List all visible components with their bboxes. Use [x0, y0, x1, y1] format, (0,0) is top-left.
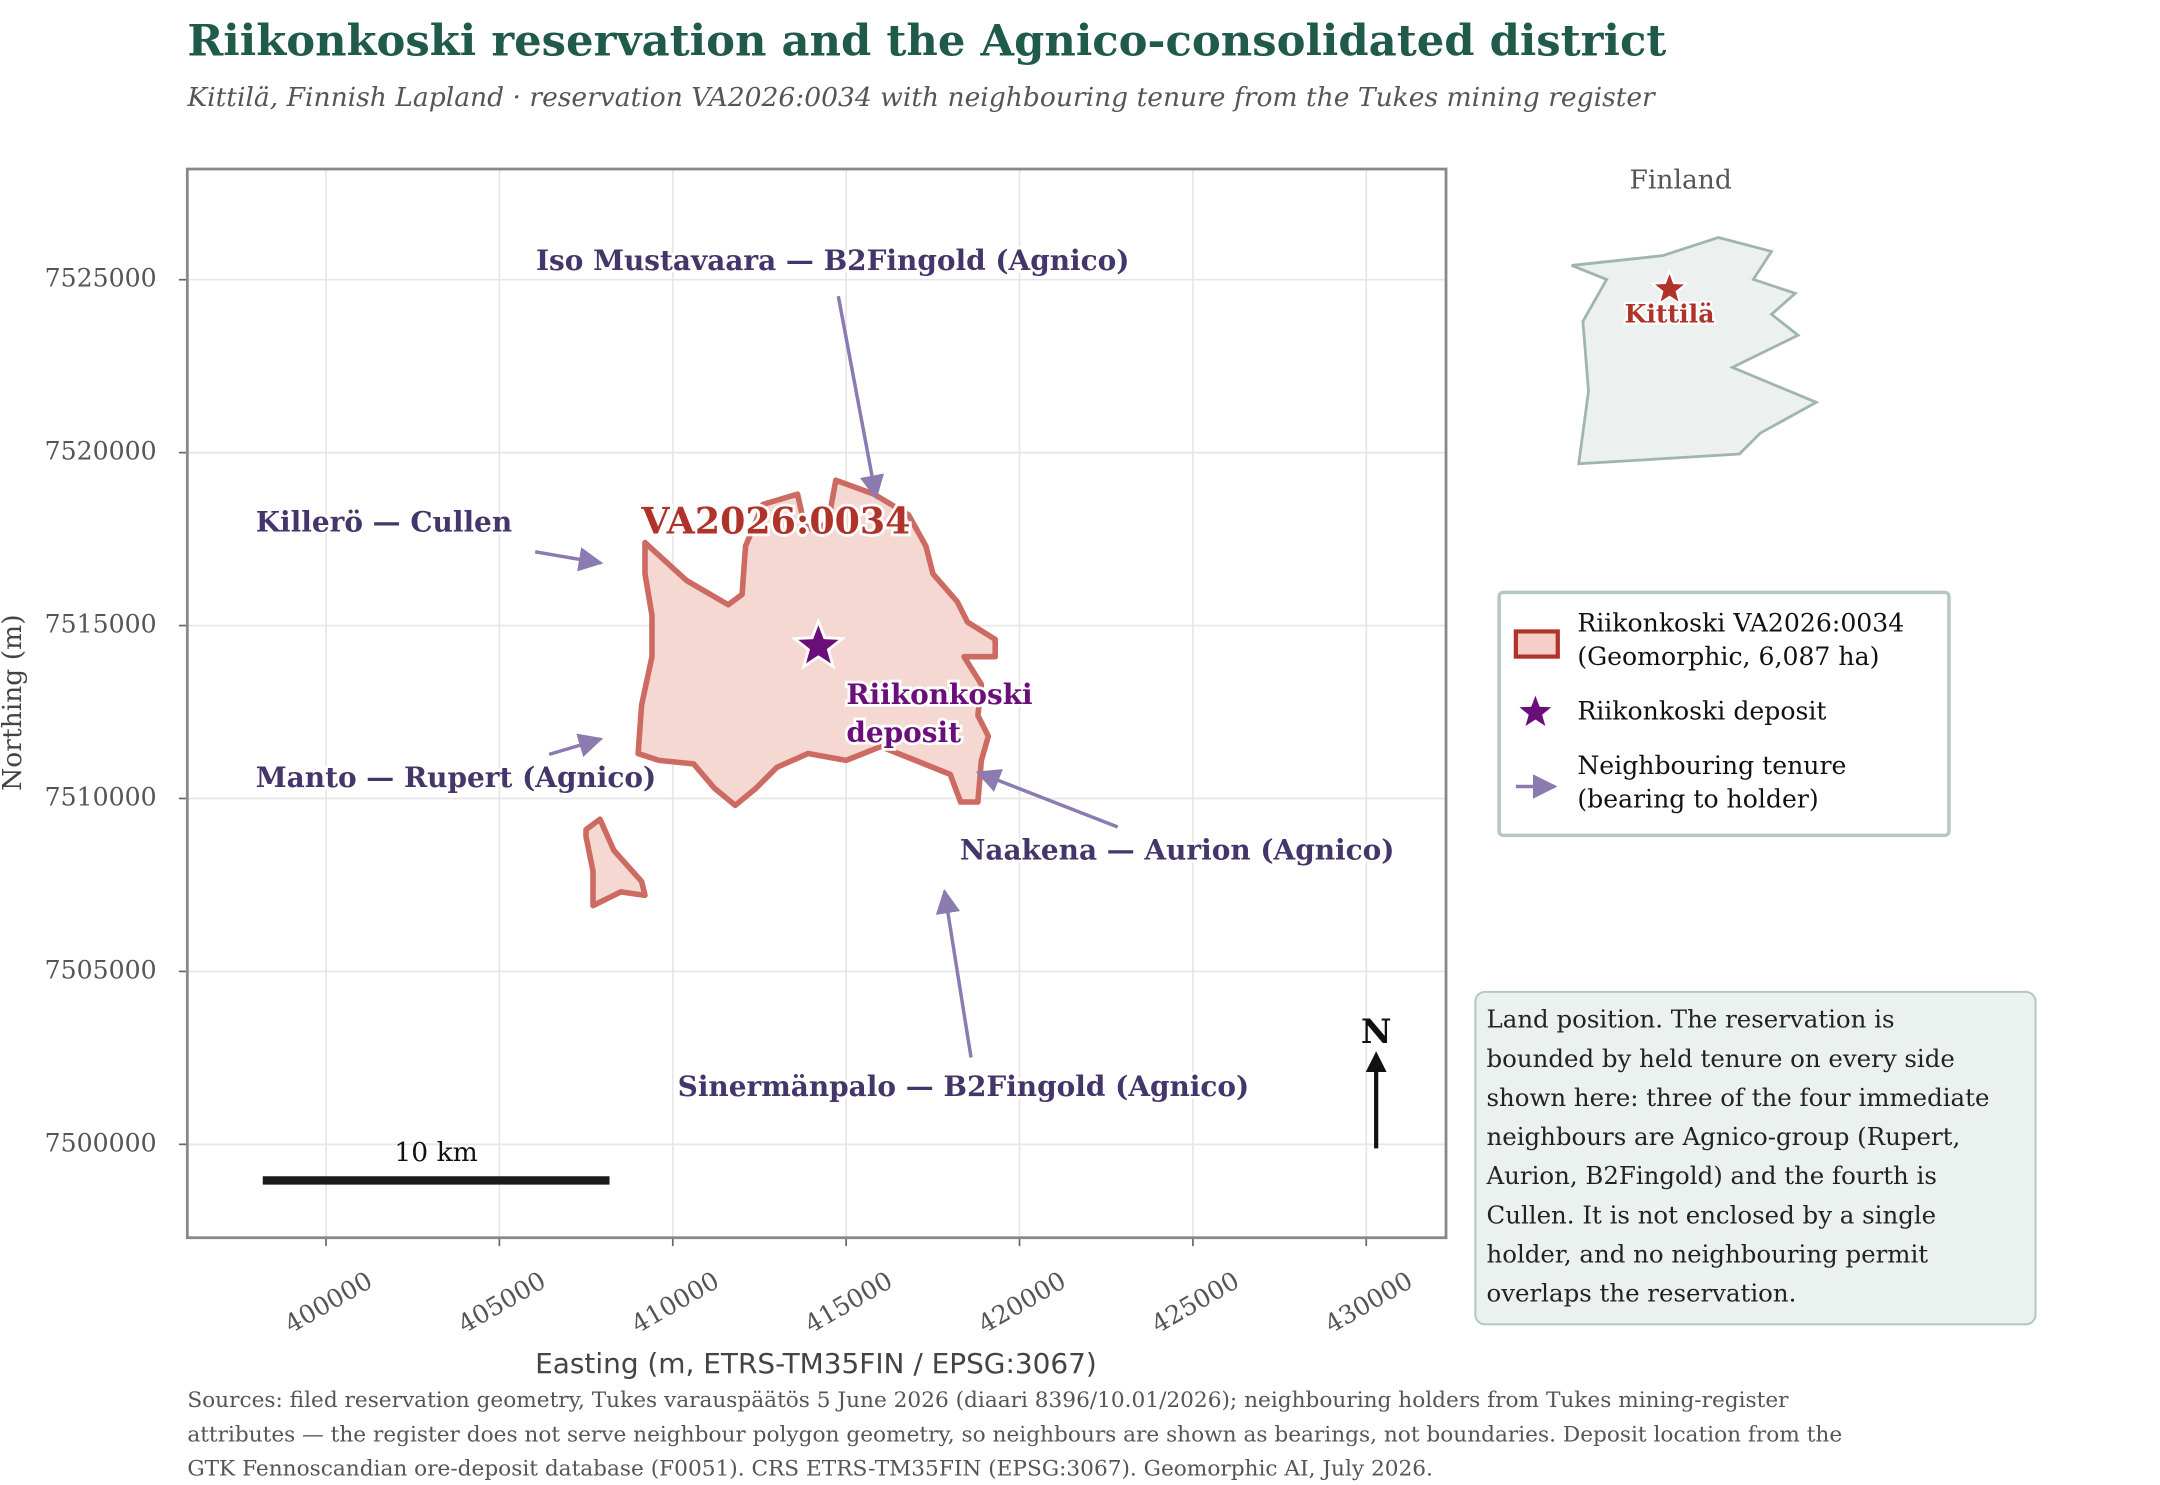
neighbour-arrow: [548, 733, 604, 757]
deposit-label: deposit: [846, 716, 961, 749]
note-line: shown here: three of the four immediate: [1487, 1083, 1990, 1112]
neighbour-label: Iso Mustavaara — B2Fingold (Agnico): [536, 244, 1130, 277]
note-line: overlaps the reservation.: [1487, 1279, 1797, 1308]
inset-title: Finland: [1630, 165, 1732, 196]
legend-label: (Geomorphic, 6,087 ha): [1577, 642, 1879, 671]
y-axis-label: Northing (m): [0, 614, 28, 790]
y-tick-label: 7520000: [45, 437, 157, 466]
neighbour-label: Manto — Rupert (Agnico): [256, 761, 656, 794]
reservation-label: VA2026:0034: [640, 499, 910, 542]
y-tick-label: 7510000: [45, 782, 157, 811]
deposit-marker: [790, 617, 847, 670]
x-tick-label: 415000: [800, 1266, 898, 1339]
source-line: GTK Fennoscandian ore-deposit database (…: [187, 1457, 1433, 1482]
scale-bar-label: 10 km: [394, 1137, 477, 1168]
neighbour-label: Naakena — Aurion (Agnico): [960, 834, 1395, 867]
legend-label: Riikonkoski VA2026:0034: [1577, 608, 1904, 637]
neighbour-arrow: [935, 888, 973, 1058]
note-line: bounded by held tenure on every side: [1487, 1044, 1955, 1073]
x-tick-label: 405000: [453, 1266, 551, 1339]
north-label: N: [1361, 1012, 1392, 1051]
note-line: Land position. The reservation is: [1487, 1005, 1895, 1034]
source-line: Sources: filed reservation geometry, Tuk…: [187, 1388, 1789, 1413]
legend-swatch: [1519, 695, 1552, 727]
x-tick-label: 425000: [1147, 1266, 1245, 1339]
inset-map: [1571, 236, 1820, 466]
legend-swatch: [1513, 629, 1560, 659]
x-tick-label: 410000: [626, 1266, 724, 1339]
neighbour-arrow: [836, 295, 884, 500]
x-axis-label: Easting (m, ETRS-TM35FIN / EPSG:3067): [535, 1347, 1097, 1380]
legend-label: Riikonkoski deposit: [1577, 696, 1826, 725]
y-tick-label: 7515000: [45, 610, 157, 639]
note-line: holder, and no neighbouring permit: [1487, 1239, 1929, 1268]
neighbour-label: Sinermänpalo — B2Fingold (Agnico): [678, 1070, 1250, 1103]
plot-frame: [185, 167, 1448, 1240]
chart-subtitle: Kittilä, Finnish Lapland · reservation V…: [186, 82, 1656, 113]
legend-label: Neighbouring tenure: [1577, 751, 1846, 780]
x-tick-label: 400000: [280, 1266, 378, 1339]
deposit-label: Riikonkoski: [846, 678, 1032, 711]
x-tick-label: 420000: [973, 1266, 1071, 1339]
y-tick-label: 7500000: [45, 1128, 157, 1157]
y-tick-label: 7525000: [45, 264, 157, 293]
neighbour-arrow: [975, 769, 1119, 829]
note-line: Aurion, B2Fingold) and the fourth is: [1486, 1161, 1937, 1190]
reservation-polygon: [583, 816, 648, 909]
source-line: attributes — the register does not serve…: [187, 1422, 1842, 1447]
neighbour-label: Killerö — Cullen: [256, 505, 512, 538]
neighbour-arrow: [534, 547, 604, 572]
note-box: [1474, 990, 2037, 1326]
note-line: neighbours are Agnico-group (Rupert,: [1487, 1122, 1961, 1151]
inset-marker: [1649, 268, 1690, 307]
note-line: Cullen. It is not enclosed by a single: [1487, 1200, 1937, 1229]
y-tick-label: 7505000: [45, 955, 157, 984]
chart-title: Riikonkoski reservation and the Agnico-c…: [187, 16, 1666, 67]
x-tick-label: 430000: [1320, 1266, 1418, 1339]
legend: [1497, 590, 1951, 838]
legend-label: (bearing to holder): [1577, 784, 1818, 813]
inset-label: Kittilä: [1625, 299, 1715, 329]
